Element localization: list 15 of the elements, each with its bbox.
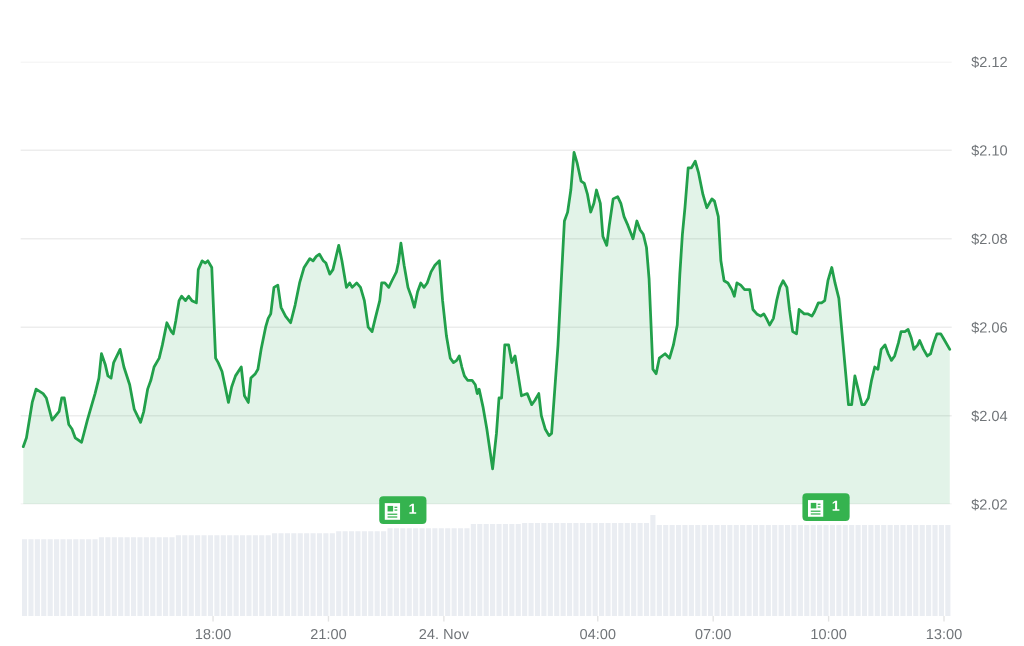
x-tick-label: 04:00 [580,628,616,640]
y-tick-label: $2.06 [971,321,1007,334]
y-tick-label: $2.12 [971,56,1007,68]
annotation: 1 [832,500,840,511]
x-tick-label: 21:00 [310,628,347,640]
x-tick-label: 10:00 [811,628,847,640]
y-tick-label: $2.08 [971,233,1008,245]
annotation: 1 [409,503,417,514]
x-tick-label: 24. Nov [419,628,469,640]
x-tick-label: 18:00 [195,628,231,640]
x-tick-label: 13:00 [926,628,962,640]
y-tick-label: $2.04 [971,410,1008,422]
y-tick-label: $2.10 [971,144,1008,157]
x-tick-label: 07:00 [695,628,731,640]
y-tick-label: $2.02 [971,498,1007,511]
